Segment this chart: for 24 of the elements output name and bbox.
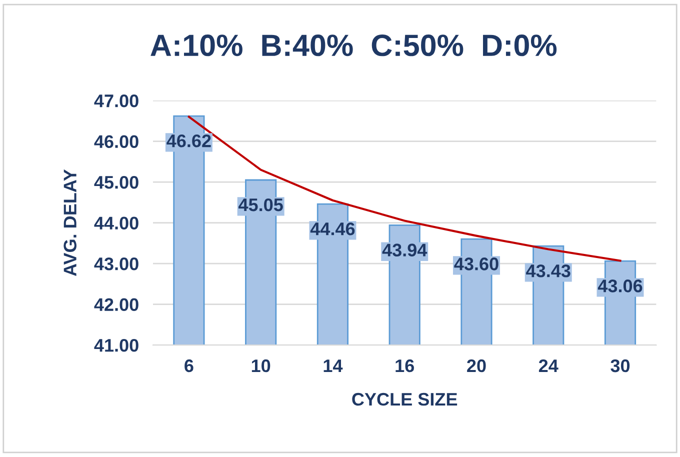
data-label: 43.06 xyxy=(598,280,642,292)
chart-title: A:10% B:40% C:50% D:0% xyxy=(150,34,557,56)
data-label: 44.46 xyxy=(310,222,355,236)
y-tick-label: 46.00 xyxy=(94,135,138,148)
y-tick-label: 45.00 xyxy=(94,176,138,189)
data-label: 46.62 xyxy=(166,134,211,148)
x-tick-label: 20 xyxy=(467,359,486,372)
x-axis-title: CYCLE SIZE xyxy=(352,392,458,406)
y-tick-label: 44.00 xyxy=(94,216,138,230)
x-tick-label: 24 xyxy=(538,359,558,372)
data-label: 45.05 xyxy=(238,198,283,212)
data-label: 43.60 xyxy=(454,258,498,270)
x-tick-label: 30 xyxy=(610,359,630,372)
y-axis-title: AVG. DELAY xyxy=(64,169,76,276)
x-tick-label: 10 xyxy=(252,359,270,372)
y-tick-label: 43.00 xyxy=(94,257,138,270)
x-tick-label: 14 xyxy=(324,360,343,372)
y-tick-label: 41.00 xyxy=(94,338,138,352)
data-label: 43.43 xyxy=(526,264,570,278)
x-tick-label: 6 xyxy=(184,359,194,372)
data-label: 43.94 xyxy=(382,244,428,256)
x-tick-label: 16 xyxy=(396,359,414,372)
y-tick-label: 42.00 xyxy=(94,298,138,312)
y-tick-label: 47.00 xyxy=(94,94,138,108)
